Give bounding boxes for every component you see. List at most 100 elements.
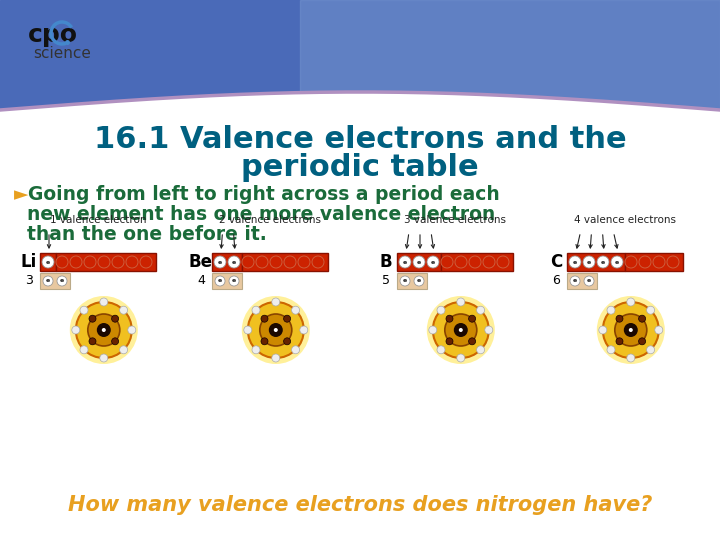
Circle shape (456, 298, 465, 306)
Circle shape (441, 256, 453, 268)
Circle shape (292, 346, 300, 354)
Circle shape (625, 256, 637, 268)
Circle shape (215, 276, 225, 286)
Circle shape (654, 326, 663, 334)
Circle shape (497, 256, 509, 268)
Circle shape (624, 323, 638, 337)
Text: 3: 3 (25, 274, 33, 287)
FancyBboxPatch shape (397, 253, 441, 271)
Circle shape (260, 314, 292, 346)
Text: e: e (218, 279, 222, 284)
Circle shape (611, 256, 623, 268)
Text: e: e (417, 260, 421, 265)
Text: e: e (232, 279, 236, 284)
Circle shape (615, 314, 647, 346)
Circle shape (414, 276, 424, 286)
Text: e: e (46, 260, 50, 265)
Circle shape (70, 296, 138, 364)
Circle shape (100, 354, 108, 362)
Circle shape (584, 276, 594, 286)
Text: 2 valence electrons: 2 valence electrons (219, 215, 321, 225)
Text: e: e (615, 260, 619, 265)
Circle shape (284, 315, 291, 322)
Circle shape (292, 306, 300, 314)
Circle shape (639, 338, 646, 345)
Circle shape (112, 256, 124, 268)
Text: e: e (587, 260, 591, 265)
Circle shape (446, 338, 453, 345)
Polygon shape (300, 0, 720, 110)
FancyBboxPatch shape (567, 273, 597, 289)
Text: e: e (232, 260, 236, 265)
Circle shape (597, 296, 665, 364)
Circle shape (76, 302, 132, 358)
Circle shape (269, 323, 283, 337)
Circle shape (427, 256, 439, 268)
Text: 16.1 Valence electrons and the: 16.1 Valence electrons and the (94, 125, 626, 154)
Text: Li: Li (21, 253, 37, 271)
Circle shape (272, 298, 280, 306)
Circle shape (256, 256, 268, 268)
Circle shape (120, 346, 127, 354)
Circle shape (214, 256, 226, 268)
Text: How many valence electrons does nitrogen have?: How many valence electrons does nitrogen… (68, 495, 652, 515)
Circle shape (485, 326, 492, 334)
Circle shape (312, 256, 324, 268)
Text: cpo: cpo (28, 23, 78, 47)
Circle shape (616, 315, 623, 322)
Circle shape (455, 256, 467, 268)
Circle shape (429, 326, 437, 334)
Circle shape (639, 315, 646, 322)
Text: B: B (379, 253, 392, 271)
Text: Be: Be (189, 253, 213, 271)
Circle shape (112, 315, 119, 322)
Circle shape (667, 256, 679, 268)
Circle shape (261, 338, 268, 345)
Circle shape (42, 256, 54, 268)
Circle shape (298, 256, 310, 268)
Circle shape (446, 315, 453, 322)
Circle shape (102, 328, 106, 332)
Text: 4: 4 (197, 274, 205, 287)
FancyBboxPatch shape (441, 253, 513, 271)
Circle shape (639, 256, 651, 268)
Circle shape (72, 326, 80, 334)
Circle shape (96, 323, 111, 337)
Text: e: e (60, 279, 64, 284)
Text: e: e (573, 260, 577, 265)
Circle shape (274, 328, 278, 332)
Circle shape (98, 256, 110, 268)
Text: e: e (218, 260, 222, 265)
Circle shape (112, 338, 119, 345)
Circle shape (477, 346, 485, 354)
Circle shape (100, 298, 108, 306)
Circle shape (252, 346, 260, 354)
Circle shape (469, 338, 476, 345)
Circle shape (57, 276, 67, 286)
Text: periodic table: periodic table (241, 153, 479, 183)
Circle shape (583, 256, 595, 268)
Circle shape (653, 256, 665, 268)
Circle shape (483, 256, 495, 268)
FancyBboxPatch shape (56, 253, 156, 271)
Text: 5: 5 (382, 274, 390, 287)
Text: C: C (550, 253, 562, 271)
FancyBboxPatch shape (625, 253, 683, 271)
Circle shape (80, 306, 88, 314)
Text: 3 valence electrons: 3 valence electrons (404, 215, 506, 225)
Text: 1 valence electron: 1 valence electron (50, 215, 146, 225)
Circle shape (469, 315, 476, 322)
FancyBboxPatch shape (397, 273, 427, 289)
Circle shape (228, 256, 240, 268)
Text: Going from left to right across a period each: Going from left to right across a period… (28, 186, 500, 205)
FancyBboxPatch shape (40, 253, 56, 271)
Circle shape (80, 346, 88, 354)
Text: ►: ► (14, 186, 28, 205)
Circle shape (616, 338, 623, 345)
Circle shape (629, 328, 633, 332)
Circle shape (89, 338, 96, 345)
Circle shape (89, 315, 96, 322)
Text: e: e (431, 260, 435, 265)
Text: than the one before it.: than the one before it. (14, 225, 266, 244)
Text: new element has one more valence electron: new element has one more valence electro… (14, 206, 495, 225)
